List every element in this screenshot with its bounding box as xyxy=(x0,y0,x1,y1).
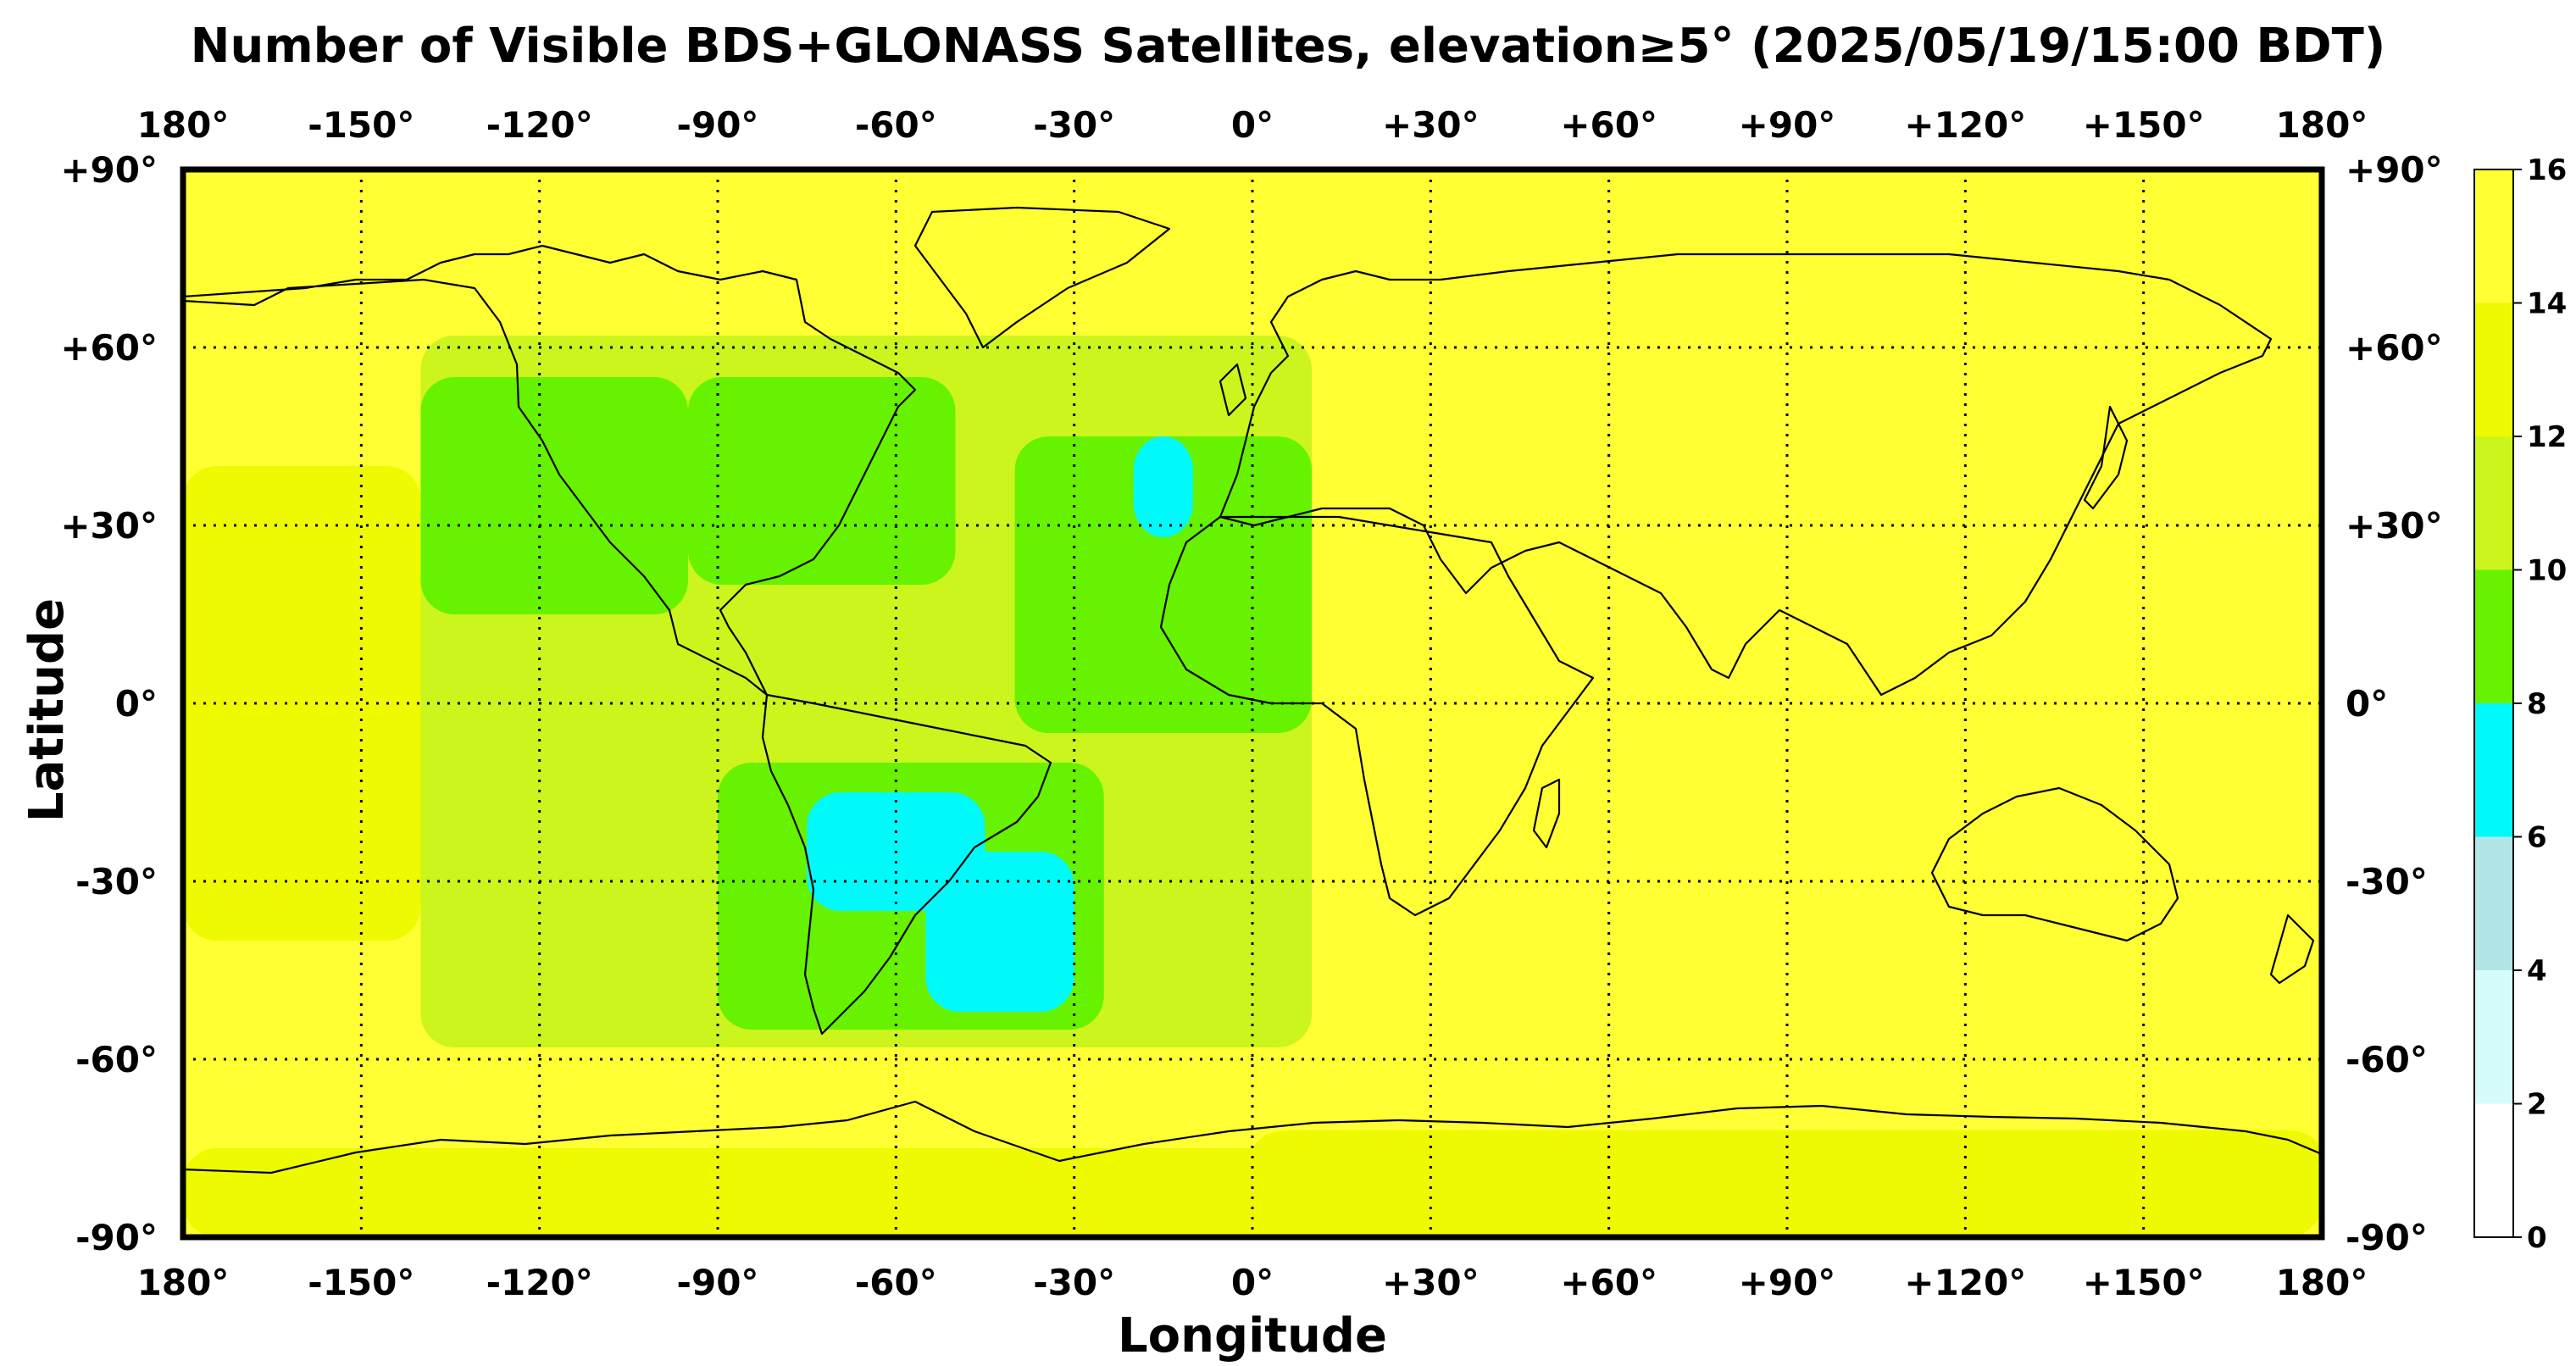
lon-tick-label-bottom: -60° xyxy=(855,1262,937,1303)
lon-tick-label-bottom: 180° xyxy=(137,1262,230,1303)
colorbar-tick-label: 0 xyxy=(2527,1221,2547,1255)
coastline-antarctica xyxy=(183,1100,2322,1174)
lat-tick-label-right: -90° xyxy=(2346,1217,2428,1258)
lon-tick-label-top: +60° xyxy=(1560,104,1657,146)
longitude-ticks-top: 180° -150° -120° -90° -60° -30° 0° +30° +60° +90°… xyxy=(137,104,2368,146)
colorbar-segment xyxy=(2474,703,2513,837)
lon-tick-label-bottom: -150° xyxy=(308,1262,414,1303)
lon-tick-label-bottom: +90° xyxy=(1739,1262,1836,1303)
coastline-eurasia xyxy=(1219,253,2273,697)
lon-tick-label-bottom: 0° xyxy=(1231,1262,1274,1303)
page-title: Number of Visible BDS+GLONASS Satellites… xyxy=(190,19,2386,74)
coastline-uk xyxy=(1219,363,1247,417)
lat-tick-label-right: +90° xyxy=(2346,149,2443,191)
coastline-layer xyxy=(183,206,2322,1174)
lon-tick-label-top: 0° xyxy=(1231,104,1274,146)
lon-tick-label-top: +150° xyxy=(2083,104,2205,146)
lon-tick-label-top: -150° xyxy=(308,104,414,146)
colorbar-segment xyxy=(2474,1103,2513,1237)
colorbar-segment xyxy=(2474,569,2513,703)
heatmap-region-2 xyxy=(1252,1130,2322,1178)
colorbar-tick-label: 6 xyxy=(2527,821,2547,855)
lon-tick-label-top: 180° xyxy=(137,104,230,146)
colorbar: 0 2 4 6 8 10 12 14 16 xyxy=(2473,153,2567,1255)
lat-tick-label-left: 0° xyxy=(115,683,158,725)
lon-tick-label-top: -60° xyxy=(855,104,937,146)
lat-tick-label-left: +30° xyxy=(60,505,158,547)
heatmap-region-10 xyxy=(925,852,1074,1012)
lon-tick-label-top: -120° xyxy=(486,104,593,146)
longitude-ticks-bottom: 180° -150° -120° -90° -60° -30° 0° +30° +60° +90°… xyxy=(137,1262,2368,1303)
colorbar-tick-label: 14 xyxy=(2527,287,2567,321)
lat-tick-label-left: -90° xyxy=(75,1217,158,1258)
colorbar-segment xyxy=(2474,970,2513,1104)
lat-tick-label-right: -30° xyxy=(2346,861,2428,902)
coastline-south-america xyxy=(761,693,1052,1036)
latitude-ticks-left: +90° +60° +30° 0° -30° -60° -90° xyxy=(60,149,158,1258)
lon-tick-label-top: 180° xyxy=(2276,104,2368,146)
colorbar-tick-label: 10 xyxy=(2527,554,2567,588)
latitude-ticks-right: +90° +60° +30° 0° -30° -60° -90° xyxy=(2346,149,2443,1258)
lon-tick-label-bottom: -120° xyxy=(486,1262,593,1303)
lon-tick-label-bottom: -90° xyxy=(677,1262,759,1303)
lat-tick-label-right: +60° xyxy=(2346,327,2443,369)
colorbar-segment xyxy=(2474,169,2513,303)
lat-tick-label-left: -60° xyxy=(75,1039,158,1080)
lat-tick-label-left: +90° xyxy=(60,149,158,191)
coastline-new-zealand xyxy=(2269,913,2315,985)
lat-tick-label-right: 0° xyxy=(2346,683,2388,725)
lat-tick-label-right: +30° xyxy=(2346,505,2443,547)
colorbar-segment xyxy=(2474,836,2513,970)
coastline-greenland xyxy=(913,206,1171,349)
colorbar-tick-label: 8 xyxy=(2527,687,2547,721)
map-frame xyxy=(180,166,2325,1241)
lon-tick-label-top: +30° xyxy=(1382,104,1480,146)
lat-tick-label-left: -30° xyxy=(75,861,158,902)
coastline-australia xyxy=(1930,786,2179,942)
coastline-japan xyxy=(2083,405,2129,510)
colorbar-tick-label: 2 xyxy=(2527,1088,2547,1122)
lon-tick-label-bottom: 180° xyxy=(2276,1262,2368,1303)
coastline-madagascar xyxy=(1532,778,1561,849)
lat-tick-label-left: +60° xyxy=(60,327,158,369)
lon-tick-label-top: -30° xyxy=(1033,104,1115,146)
heatmap-region-6 xyxy=(687,377,956,585)
x-axis-label: Longitude xyxy=(1118,1308,1387,1363)
colorbar-segment xyxy=(2474,303,2513,436)
gridlines xyxy=(183,169,2322,1237)
lon-tick-label-bottom: +60° xyxy=(1560,1262,1657,1303)
heatmap-region-5 xyxy=(420,377,688,614)
colorbar-tick-label: 16 xyxy=(2527,153,2567,187)
heatmap-region-7 xyxy=(1014,436,1313,733)
coastline-north-america xyxy=(183,244,917,697)
lon-tick-label-top: -90° xyxy=(677,104,759,146)
lon-tick-label-top: +120° xyxy=(1904,104,2026,146)
heatmap-region-4 xyxy=(183,466,421,941)
lon-tick-label-bottom: +150° xyxy=(2083,1262,2205,1303)
lat-tick-label-right: -60° xyxy=(2346,1039,2428,1080)
lon-tick-label-bottom: +30° xyxy=(1382,1262,1480,1303)
colorbar-segment xyxy=(2474,436,2513,570)
coastline-africa xyxy=(1159,515,1595,917)
y-axis-label: Latitude xyxy=(19,598,75,822)
colorbar-tick-label: 4 xyxy=(2527,954,2547,988)
lon-tick-label-bottom: -30° xyxy=(1033,1262,1115,1303)
lon-tick-label-bottom: +120° xyxy=(1904,1262,2026,1303)
heatmap-region-11 xyxy=(1133,436,1193,537)
lon-tick-label-top: +90° xyxy=(1739,104,1836,146)
colorbar-tick-label: 12 xyxy=(2527,420,2567,454)
